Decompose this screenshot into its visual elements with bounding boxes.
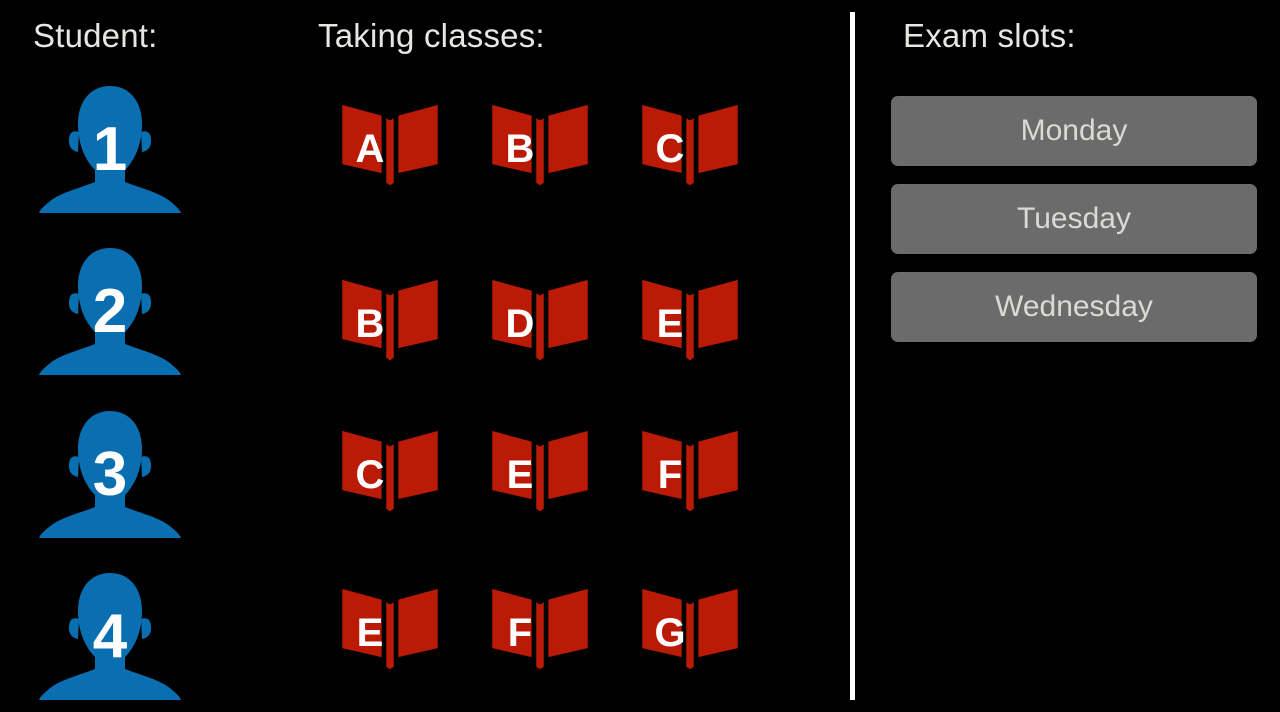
class-letter-label: B [505,126,535,171]
class-letter-label: C [355,452,385,497]
open-book-icon [484,88,596,193]
student-row[interactable]: 3 [35,403,185,538]
class-letter-label: A [355,126,385,171]
class-book-item[interactable]: G [634,572,746,677]
student-number-label: 4 [92,601,128,671]
class-letter-label: E [356,610,384,655]
exam-slot-button[interactable]: Wednesday [891,272,1257,342]
student-row[interactable]: 1 [35,78,185,213]
open-book-icon [484,572,596,677]
page-title-student: Student: [33,17,158,54]
class-book-item[interactable]: E [634,263,746,368]
open-book-icon [334,263,446,368]
class-book-item[interactable]: B [334,263,446,368]
class-book-item[interactable]: B [484,88,596,193]
class-letter-label: G [654,610,686,655]
student-number-label: 2 [92,276,128,346]
class-book-item[interactable]: A [334,88,446,193]
person-silhouette-icon [35,565,185,700]
class-book-item[interactable]: E [484,414,596,519]
person-silhouette-icon [35,78,185,213]
student-number-label: 1 [92,114,128,184]
exam-slots-list: Monday Tuesday Wednesday [891,96,1257,360]
class-letter-label: F [507,610,533,655]
exam-slot-button[interactable]: Monday [891,96,1257,166]
open-book-icon [334,88,446,193]
open-book-icon [634,414,746,519]
class-letter-label: C [655,126,685,171]
open-book-icon [634,88,746,193]
person-silhouette-icon [35,403,185,538]
page-title-exam-slots: Exam slots: [903,17,1076,54]
open-book-icon [634,263,746,368]
student-row[interactable]: 2 [35,240,185,375]
class-letter-label: E [656,301,684,346]
classes-grid: A B C B D E C E F E F G [334,88,746,677]
open-book-icon [484,414,596,519]
class-letter-label: E [506,452,534,497]
exam-slot-button[interactable]: Tuesday [891,184,1257,254]
class-letter-label: B [355,301,385,346]
class-letter-label: D [505,301,535,346]
open-book-icon [634,572,746,677]
person-silhouette-icon [35,240,185,375]
class-book-item[interactable]: C [634,88,746,193]
student-row[interactable]: 4 [35,565,185,700]
open-book-icon [334,572,446,677]
class-book-item[interactable]: F [484,572,596,677]
open-book-icon [484,263,596,368]
vertical-divider [850,12,855,700]
class-book-item[interactable]: F [634,414,746,519]
class-letter-label: F [657,452,683,497]
class-book-item[interactable]: D [484,263,596,368]
page-title-classes: Taking classes: [318,17,545,54]
student-number-label: 3 [92,439,128,509]
open-book-icon [334,414,446,519]
student-column: 1 2 3 4 [0,0,300,712]
class-book-item[interactable]: E [334,572,446,677]
class-book-item[interactable]: C [334,414,446,519]
